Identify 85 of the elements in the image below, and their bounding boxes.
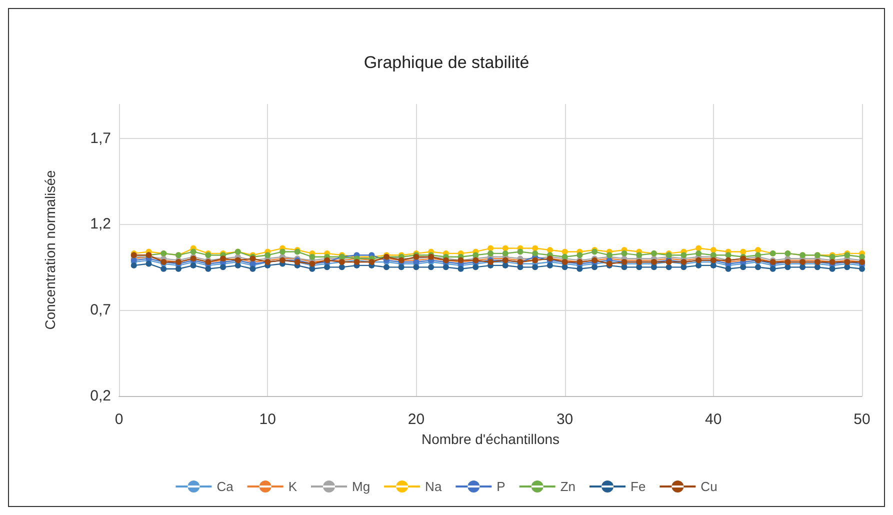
point (576, 266, 583, 272)
point (546, 247, 553, 253)
point (309, 254, 316, 260)
point (576, 252, 583, 258)
point (532, 245, 538, 252)
point (859, 266, 865, 272)
point (160, 266, 167, 272)
legend-label: P (496, 479, 506, 494)
point (488, 245, 494, 252)
point (621, 250, 628, 256)
point (309, 266, 316, 272)
x-tick-label: 0 (114, 411, 124, 428)
legend-label: Zn (560, 479, 576, 494)
point (754, 247, 761, 253)
point (546, 262, 553, 268)
legend-label: K (288, 479, 298, 494)
x-tick-label: 30 (556, 411, 574, 428)
point (696, 245, 702, 252)
legend-label: Ca (216, 479, 234, 494)
point (428, 264, 434, 270)
point (740, 264, 746, 270)
point (532, 250, 538, 256)
point (205, 266, 212, 272)
x-axis-title: Nombre d'échantillons (421, 430, 560, 447)
chart-title: Graphique de stabilité (364, 53, 530, 72)
point (636, 252, 642, 258)
point (398, 264, 404, 270)
point (190, 248, 196, 255)
point (592, 264, 598, 270)
point (413, 264, 420, 270)
x-tick-label: 40 (705, 411, 722, 428)
point (814, 264, 820, 270)
point (859, 254, 865, 260)
point (383, 264, 390, 270)
point (250, 266, 256, 272)
point (680, 252, 687, 258)
legend-label: Cu (700, 479, 718, 494)
point (784, 264, 791, 270)
point (220, 264, 226, 270)
point (754, 264, 761, 270)
legend-label: Fe (630, 479, 646, 494)
point (800, 264, 806, 270)
point (770, 266, 776, 272)
point (532, 264, 538, 270)
point (458, 266, 464, 272)
point (696, 250, 702, 256)
point (190, 262, 196, 268)
x-tick-label: 50 (854, 411, 870, 428)
point (650, 264, 657, 270)
point (502, 245, 508, 252)
y-tick-label: 0,2 (90, 388, 111, 404)
point (517, 248, 524, 255)
y-tick-label: 1,7 (90, 130, 111, 147)
point (488, 250, 494, 256)
point (175, 266, 182, 272)
point (264, 252, 271, 258)
point (725, 252, 732, 258)
y-tick-label: 0,7 (90, 302, 111, 319)
point (130, 262, 137, 268)
point (829, 266, 836, 272)
point (725, 266, 732, 272)
point (621, 264, 628, 270)
point (666, 264, 672, 270)
point (472, 264, 479, 270)
point (502, 250, 508, 256)
point (279, 248, 286, 255)
x-tick-label: 20 (408, 411, 425, 428)
legend-label: Mg (352, 479, 370, 494)
x-tick-label: 10 (259, 411, 276, 428)
legend-label: Na (425, 479, 442, 494)
y-axis-title: Concentration normalisée (42, 170, 58, 330)
point (146, 260, 152, 267)
point (517, 264, 524, 270)
point (680, 264, 687, 270)
point (442, 264, 449, 270)
point (562, 248, 568, 255)
point (324, 264, 330, 270)
point (338, 264, 345, 270)
point (710, 247, 716, 253)
point (636, 264, 642, 270)
point (472, 252, 479, 258)
point (844, 264, 850, 270)
y-tick-label: 1,2 (90, 216, 111, 233)
point (740, 248, 746, 255)
point (562, 264, 568, 270)
